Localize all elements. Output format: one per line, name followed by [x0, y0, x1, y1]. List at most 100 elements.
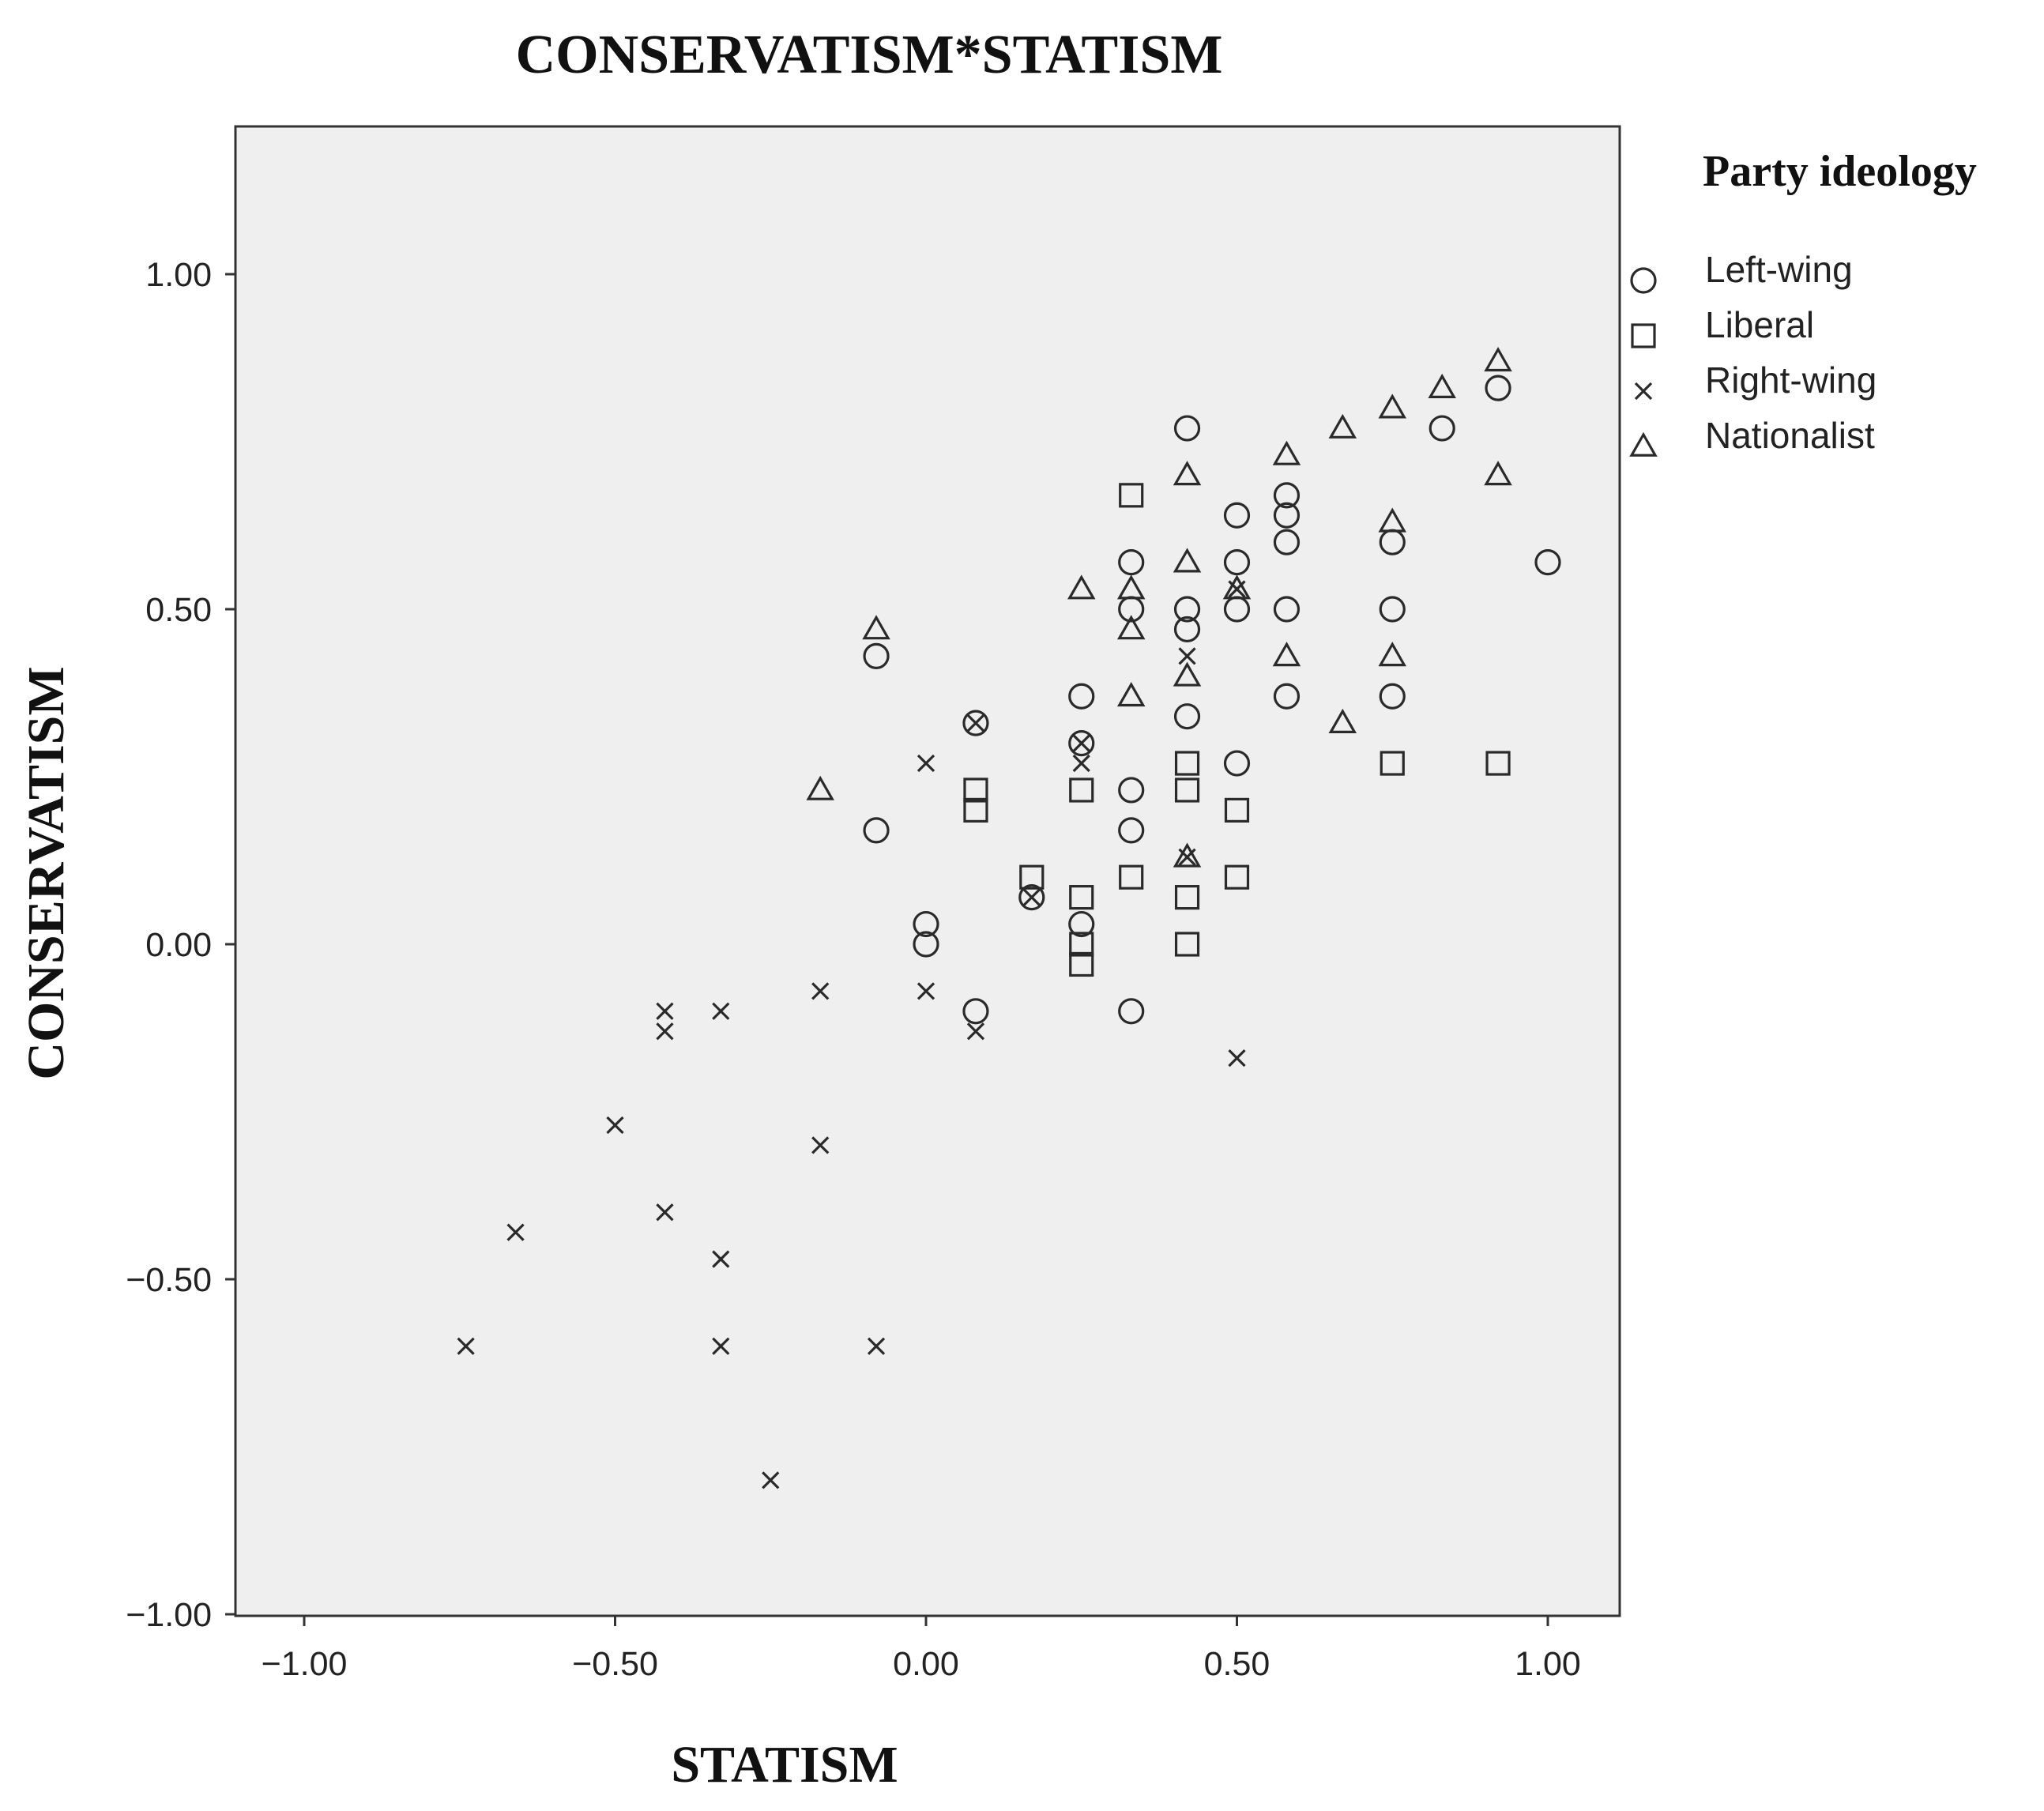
point-left-wing: [863, 817, 890, 844]
point-nationalist: [862, 615, 890, 640]
point-left-wing: [1068, 683, 1095, 710]
legend-marker-left-wing: [1630, 267, 1657, 294]
y-tick-label: −1.00: [126, 1596, 212, 1634]
point-liberal: [1224, 864, 1250, 890]
point-liberal: [1069, 885, 1094, 910]
point-nationalist: [1328, 413, 1357, 439]
point-liberal: [1069, 777, 1094, 803]
point-left-wing: [1173, 415, 1201, 442]
point-liberal: [1069, 951, 1094, 977]
point-left-wing: [1273, 502, 1301, 529]
point-liberal: [1069, 932, 1094, 957]
y-tick-label: 0.50: [145, 591, 212, 629]
point-liberal: [963, 797, 988, 823]
point-right-wing: [811, 1136, 830, 1154]
point-liberal: [1174, 751, 1200, 776]
point-liberal: [1119, 483, 1144, 508]
point-nationalist: [1484, 347, 1512, 372]
point-right-wing: [1022, 888, 1041, 906]
point-right-wing: [606, 1116, 624, 1135]
point-left-wing: [1273, 482, 1301, 509]
point-right-wing: [656, 1022, 674, 1041]
point-left-wing: [1534, 549, 1561, 576]
point-left-wing: [1223, 502, 1251, 529]
legend-label-right-wing: Right-wing: [1705, 360, 1876, 401]
point-right-wing: [966, 1022, 985, 1041]
point-right-wing: [457, 1337, 475, 1355]
point-left-wing: [1173, 596, 1201, 623]
point-nationalist: [1173, 842, 1202, 868]
point-liberal: [1485, 751, 1511, 776]
point-nationalist: [1328, 708, 1357, 734]
legend-marker-liberal: [1631, 323, 1656, 348]
x-tick-label: −0.50: [572, 1645, 658, 1683]
point-nationalist: [1378, 642, 1407, 667]
point-nationalist: [1173, 461, 1202, 486]
point-left-wing: [1379, 683, 1406, 710]
point-left-wing: [962, 998, 989, 1025]
point-right-wing: [656, 1203, 674, 1222]
point-right-wing: [712, 1337, 730, 1355]
point-left-wing: [1429, 415, 1455, 442]
point-nationalist: [1484, 461, 1512, 486]
point-left-wing: [1273, 683, 1301, 710]
point-left-wing: [913, 910, 939, 938]
point-left-wing: [1118, 549, 1145, 576]
y-tick-label: 0.00: [145, 926, 212, 964]
plot-area: [234, 125, 1621, 1617]
point-right-wing: [966, 714, 985, 732]
point-right-wing: [1072, 734, 1090, 752]
point-right-wing: [1072, 754, 1090, 773]
point-left-wing: [1118, 777, 1145, 804]
point-left-wing: [1118, 998, 1145, 1025]
y-tick-label: −0.50: [126, 1261, 212, 1299]
point-liberal: [1380, 751, 1405, 776]
y-axis-label: CONSERVATISM: [17, 666, 75, 1079]
point-nationalist: [1067, 574, 1096, 600]
point-right-wing: [712, 1250, 730, 1268]
point-nationalist: [1272, 440, 1301, 465]
point-right-wing: [917, 982, 935, 1000]
point-right-wing: [811, 982, 830, 1000]
point-right-wing: [1178, 647, 1196, 665]
point-nationalist: [1116, 682, 1146, 707]
point-nationalist: [1378, 393, 1407, 419]
point-right-wing: [712, 1002, 730, 1020]
legend-marker-nationalist: [1629, 431, 1658, 457]
point-left-wing: [962, 710, 989, 736]
point-left-wing: [1173, 703, 1201, 730]
point-left-wing: [1068, 910, 1095, 938]
x-tick-label: 0.50: [1204, 1645, 1270, 1683]
point-liberal: [1119, 864, 1144, 890]
x-tick-label: −1.00: [262, 1645, 348, 1683]
point-right-wing: [1178, 848, 1196, 866]
point-left-wing: [1223, 549, 1251, 576]
legend: Party ideology Left-wing Liberal Right-win…: [1629, 147, 1977, 457]
point-liberal: [1174, 885, 1200, 910]
point-left-wing: [1273, 529, 1301, 555]
point-left-wing: [913, 931, 939, 958]
point-nationalist: [1428, 373, 1456, 399]
axes: −1.00 −0.50 0.00 0.50 1.00 −1.00 −0.50 0.00 0.50…: [126, 256, 1581, 1683]
point-left-wing: [1485, 375, 1511, 401]
point-liberal: [1224, 797, 1250, 823]
legend-title: Party ideology: [1703, 147, 1977, 196]
x-axis-label: STATISM: [671, 1736, 898, 1794]
point-left-wing: [1118, 817, 1145, 844]
legend-marker-right-wing: [1634, 382, 1653, 401]
point-right-wing: [867, 1337, 886, 1355]
y-tick-label: 1.00: [145, 256, 212, 294]
point-nationalist: [1272, 642, 1301, 667]
legend-label-nationalist: Nationalist: [1705, 415, 1875, 456]
point-liberal: [1174, 777, 1200, 803]
point-liberal: [1174, 932, 1200, 957]
point-nationalist: [1116, 574, 1146, 600]
point-nationalist: [1378, 507, 1407, 533]
point-right-wing: [1228, 580, 1246, 598]
legend-label-left-wing: Left-wing: [1705, 249, 1853, 290]
point-liberal: [963, 777, 988, 803]
point-left-wing: [1273, 596, 1301, 623]
legend-label-liberal: Liberal: [1705, 304, 1814, 345]
point-right-wing: [656, 1002, 674, 1020]
